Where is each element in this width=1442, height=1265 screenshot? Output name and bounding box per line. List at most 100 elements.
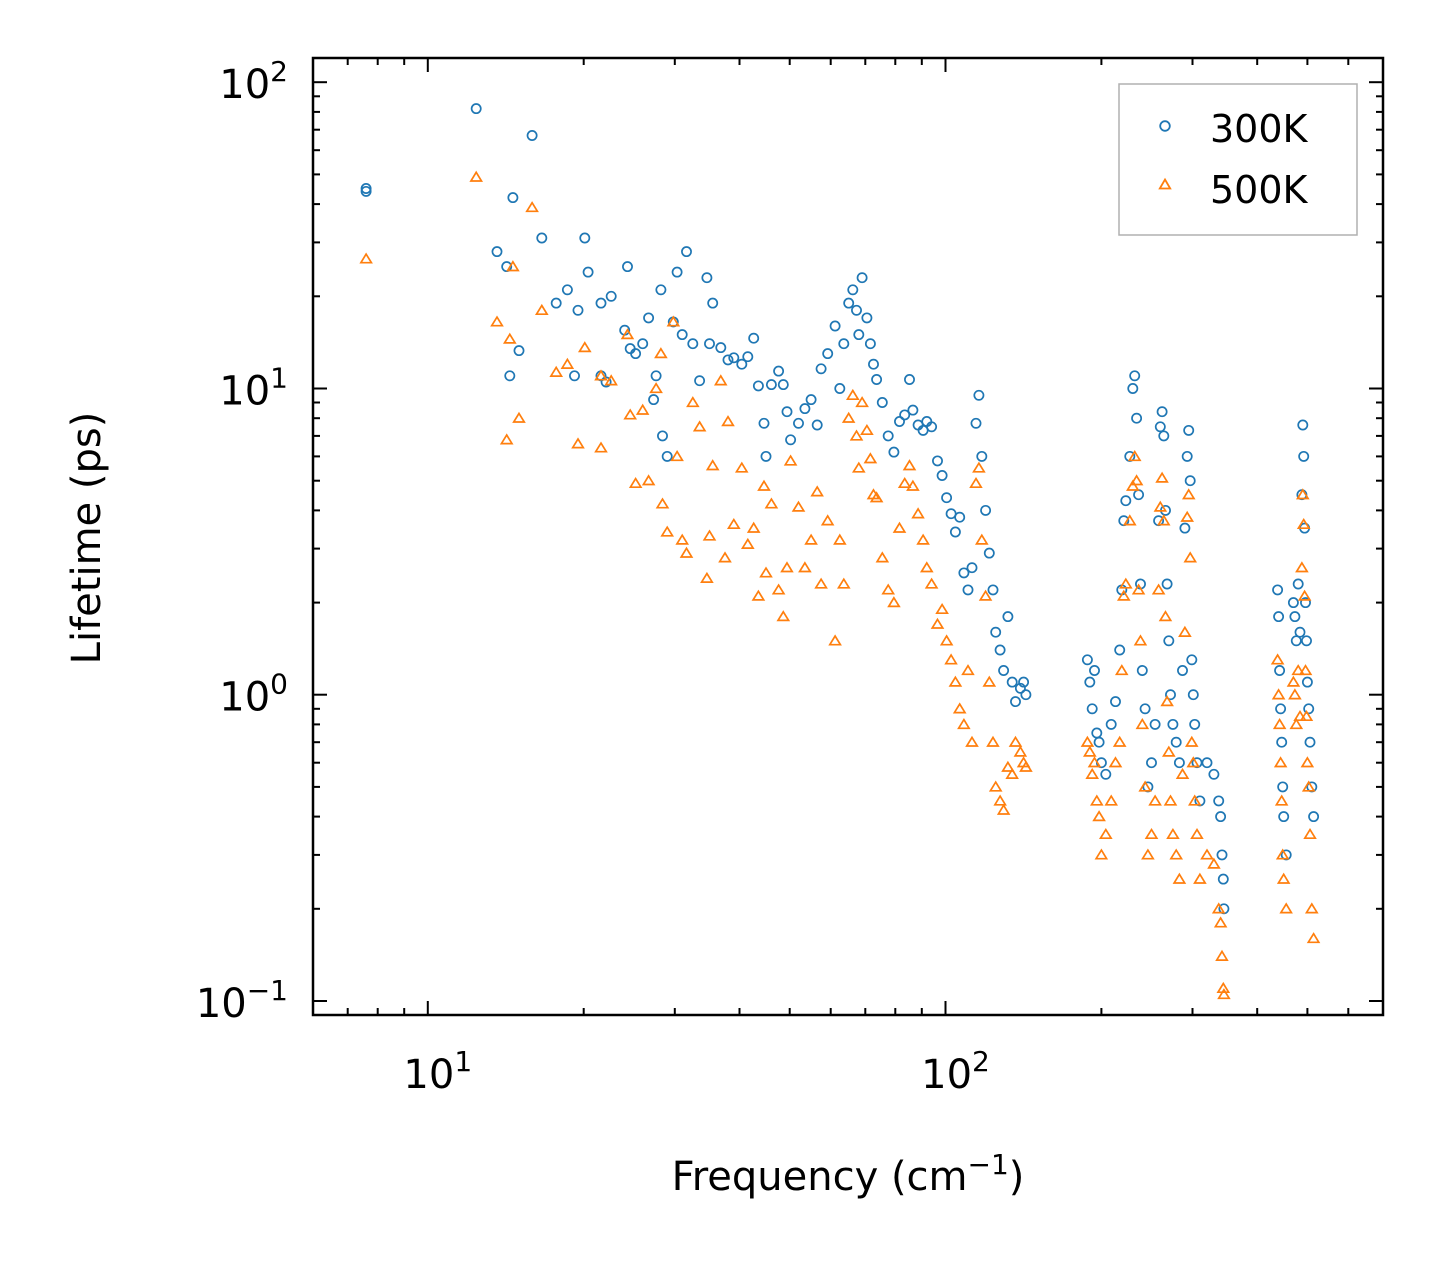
plot-frame xyxy=(311,56,1385,1017)
point-500K xyxy=(1085,767,1100,779)
point-300K xyxy=(773,365,785,377)
point-500K xyxy=(952,702,967,714)
point-500K xyxy=(986,735,1000,747)
point-500K xyxy=(1211,902,1226,914)
point-500K xyxy=(1301,780,1316,792)
point-500K xyxy=(1180,510,1195,522)
point-300K xyxy=(907,404,919,416)
point-500K xyxy=(628,476,643,489)
point-300K xyxy=(1170,736,1182,748)
point-300K xyxy=(1186,654,1198,666)
point-500K xyxy=(833,533,847,545)
point-300K xyxy=(805,394,817,406)
point-500K xyxy=(1144,827,1159,840)
point-500K xyxy=(1163,794,1178,806)
point-300K xyxy=(491,246,503,258)
point-500K xyxy=(1094,848,1109,860)
point-500K xyxy=(924,577,939,589)
point-300K xyxy=(758,417,770,429)
point-300K xyxy=(513,345,525,357)
point-300K xyxy=(1177,665,1188,676)
point-300K xyxy=(973,389,985,401)
point-500K xyxy=(798,561,812,573)
point-300K xyxy=(748,332,760,344)
point-300K xyxy=(1298,450,1310,462)
point-500K xyxy=(1112,735,1127,747)
point-300K xyxy=(1181,450,1193,462)
point-500K xyxy=(1118,577,1133,589)
point-500K xyxy=(1272,717,1287,730)
point-300K xyxy=(1297,419,1309,431)
point-500K xyxy=(1299,709,1314,722)
point-300K xyxy=(701,272,713,284)
point-500K xyxy=(1129,474,1144,486)
point-500K xyxy=(594,369,608,381)
y-tick-label-exp: 0 xyxy=(270,668,288,701)
point-500K xyxy=(1213,916,1228,928)
point-300K xyxy=(843,297,855,309)
point-300K xyxy=(1278,811,1290,823)
point-300K xyxy=(868,358,879,370)
point-500K xyxy=(1295,561,1309,573)
point-300K xyxy=(815,363,827,375)
legend-frame xyxy=(1118,83,1358,236)
point-300K xyxy=(707,297,719,309)
point-300K xyxy=(1146,757,1157,769)
point-300K xyxy=(1161,578,1173,590)
point-300K xyxy=(1006,676,1018,688)
x-axis-label-text: Frequency (cm xyxy=(672,1154,968,1200)
point-500K xyxy=(1019,760,1033,772)
point-500K xyxy=(666,315,681,327)
point-500K xyxy=(1156,514,1171,526)
point-500K xyxy=(1158,610,1173,622)
point-500K xyxy=(780,561,794,573)
series-500K xyxy=(359,170,1321,1000)
point-300K xyxy=(595,297,607,309)
point-500K xyxy=(961,664,975,676)
point-300K xyxy=(1216,849,1228,861)
point-300K xyxy=(994,644,1006,656)
point-500K xyxy=(1286,675,1301,687)
legend-label-300K: 300K xyxy=(1210,107,1309,151)
point-500K xyxy=(860,423,874,436)
legend-label-500K: 500K xyxy=(1210,168,1309,212)
point-300K xyxy=(1149,718,1161,730)
point-300K xyxy=(1086,703,1098,715)
point-300K xyxy=(1165,689,1176,701)
point-500K xyxy=(1276,872,1291,884)
point-300K xyxy=(1273,611,1285,623)
point-500K xyxy=(897,476,912,489)
point-300K xyxy=(856,272,868,284)
point-300K xyxy=(1158,430,1170,442)
point-500K xyxy=(705,459,720,471)
point-300K xyxy=(1215,811,1227,823)
point-500K xyxy=(502,332,517,344)
point-300K xyxy=(360,183,372,194)
y-tick-label-base: 10 xyxy=(219,369,270,415)
point-500K xyxy=(828,634,842,646)
point-500K xyxy=(911,507,925,519)
point-300K xyxy=(1014,682,1026,694)
point-500K xyxy=(972,461,986,473)
point-500K xyxy=(814,577,828,589)
point-300K xyxy=(504,370,516,382)
y-tick-label-base: 10 xyxy=(219,675,270,721)
point-500K xyxy=(549,365,564,377)
point-300K xyxy=(1183,424,1195,436)
point-500K xyxy=(1082,745,1097,757)
point-500K xyxy=(655,497,670,509)
point-300K xyxy=(1287,597,1299,609)
point-500K xyxy=(1270,653,1285,665)
point-300K xyxy=(671,266,683,278)
point-500K xyxy=(993,794,1007,806)
point-500K xyxy=(804,533,818,545)
series-300K xyxy=(360,103,1320,915)
legend: 300K 500K xyxy=(1118,83,1358,236)
point-500K xyxy=(679,546,694,558)
point-300K xyxy=(1131,412,1143,424)
point-300K xyxy=(941,492,953,504)
point-300K xyxy=(876,397,888,408)
point-500K xyxy=(969,476,983,489)
point-500K xyxy=(649,382,663,394)
point-500K xyxy=(771,583,786,595)
